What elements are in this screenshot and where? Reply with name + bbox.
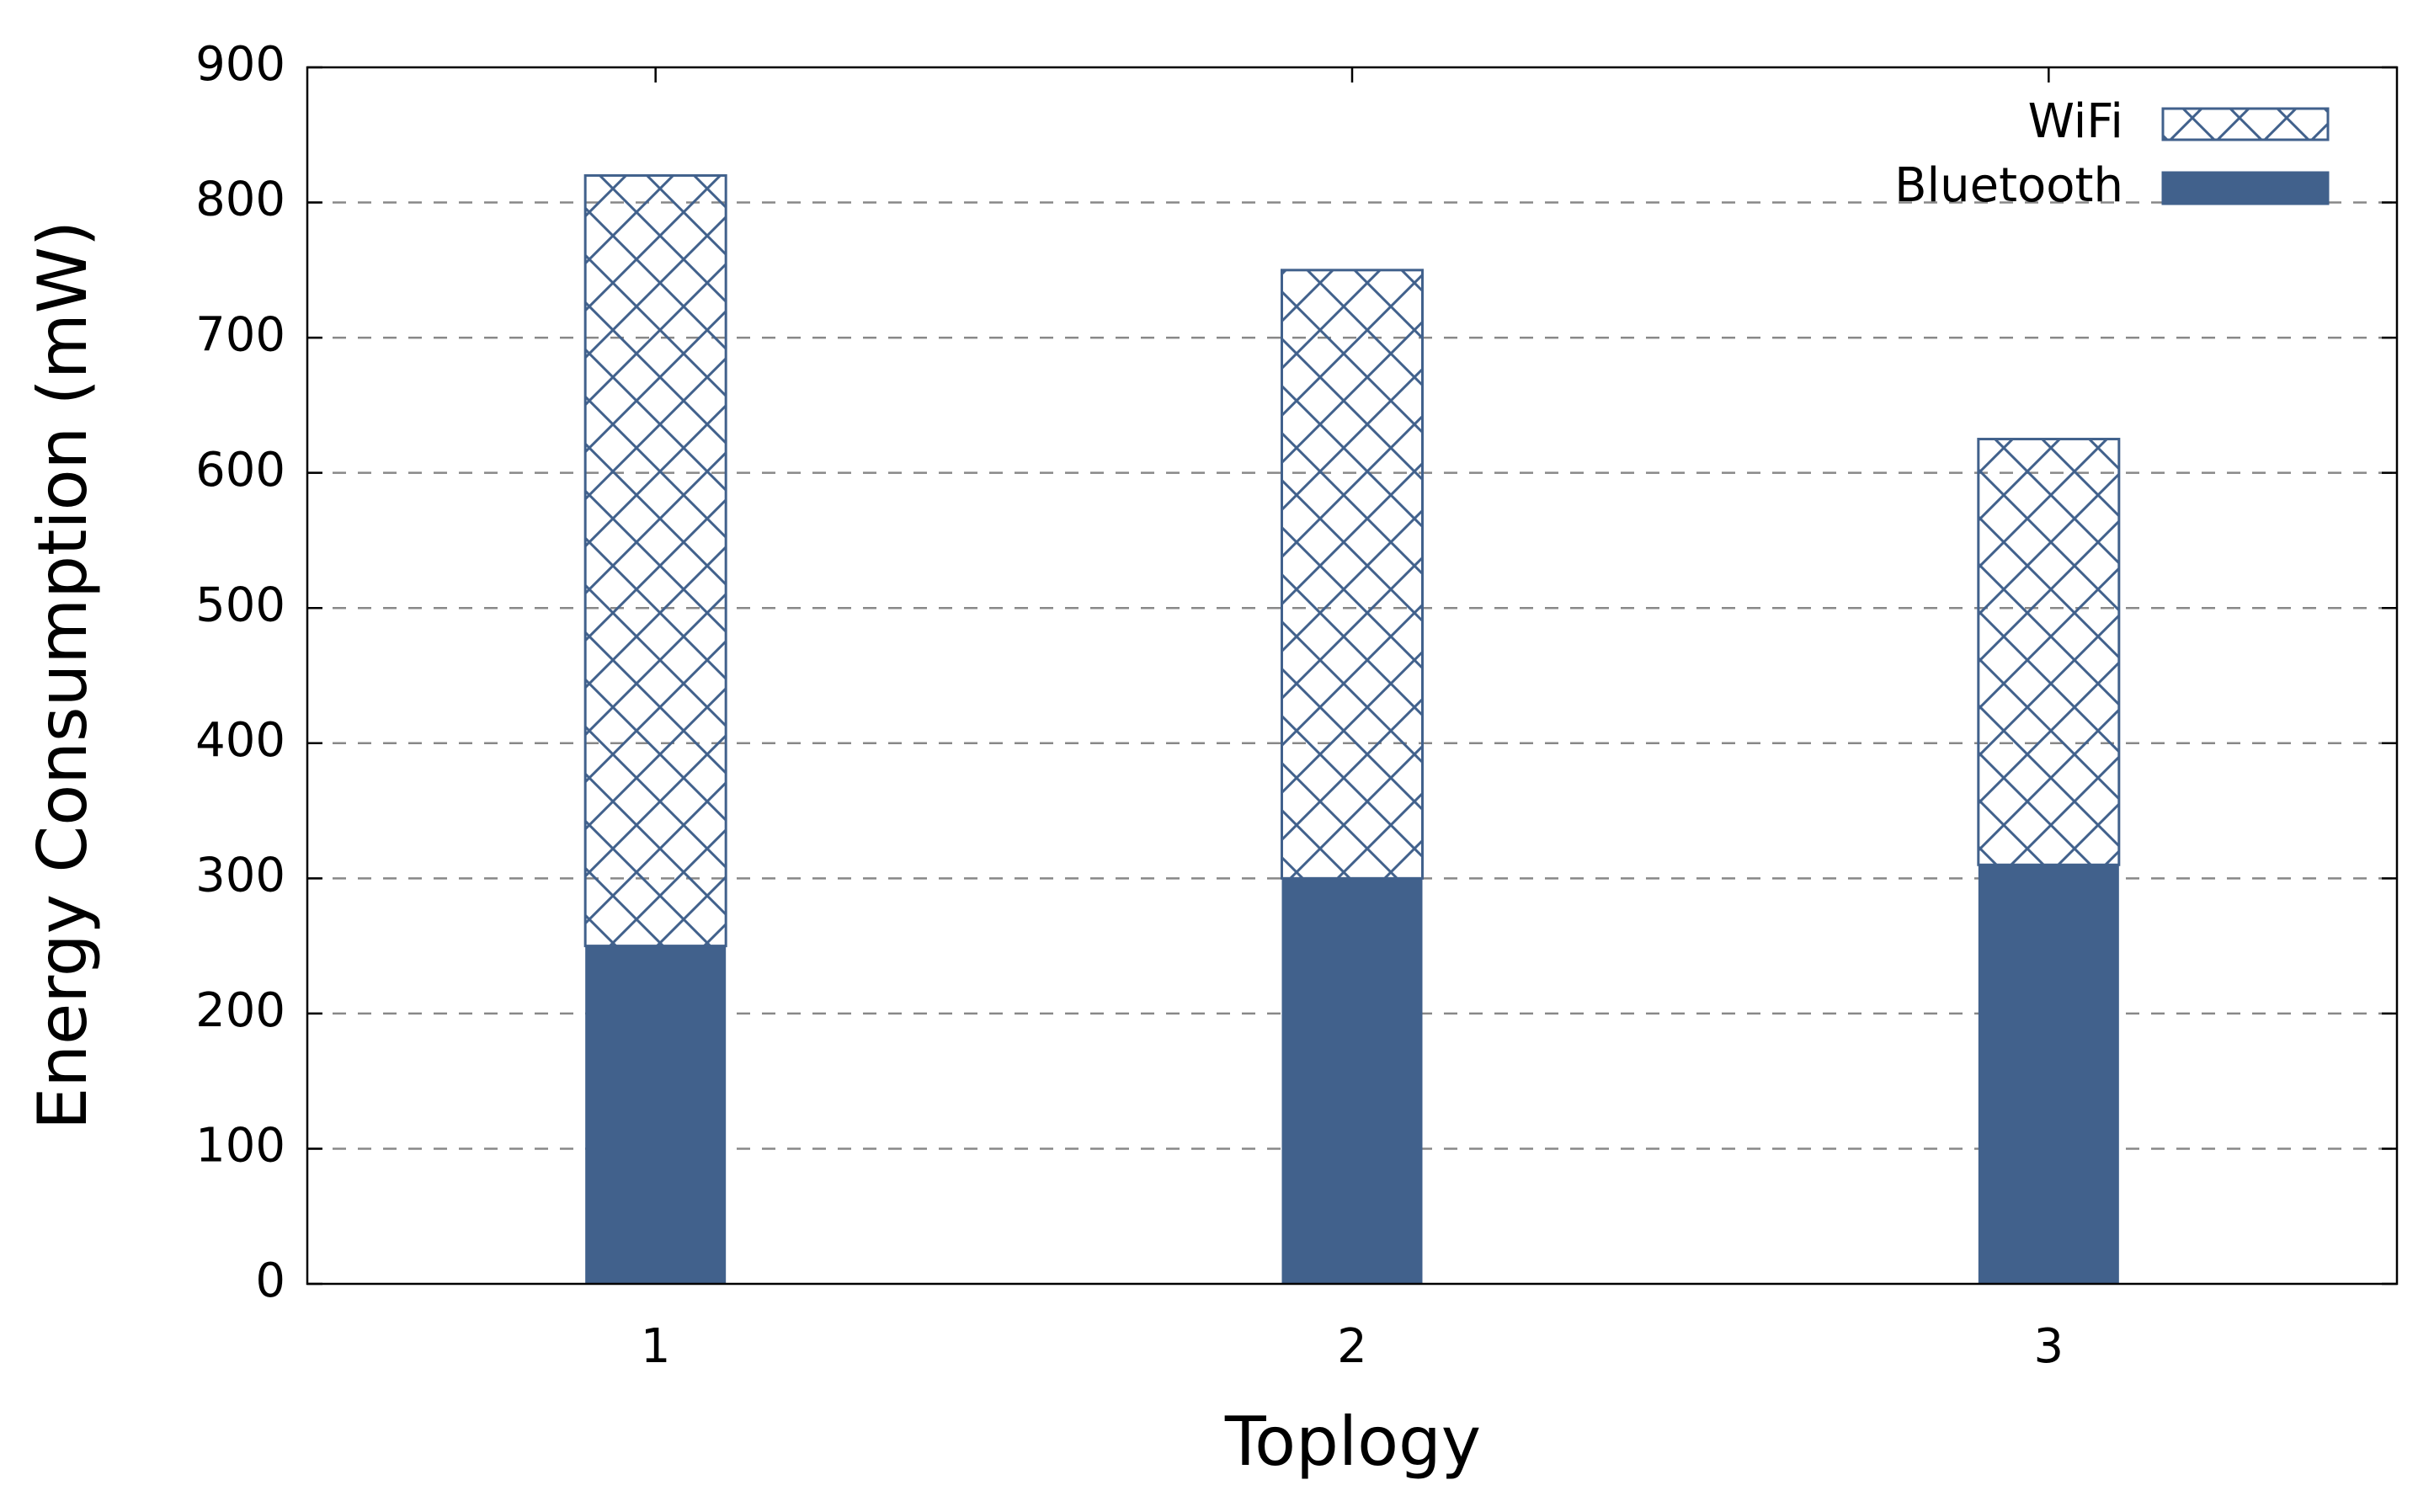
y-tick-label: 800 [195, 173, 285, 227]
bar-segment [1281, 878, 1423, 1284]
y-tick-label: 600 [195, 443, 285, 498]
y-tick-label: 500 [195, 578, 285, 632]
y-tick-label: 0 [255, 1254, 285, 1308]
bar-segment [1978, 865, 2119, 1284]
y-tick-label: 300 [195, 848, 285, 902]
y-tick-label: 200 [195, 983, 285, 1038]
y-tick-label: 100 [195, 1119, 285, 1174]
legend-label: WiFi [2028, 94, 2123, 149]
y-tick-label: 400 [195, 713, 285, 768]
bar-segment [585, 945, 727, 1284]
y-tick-label: 900 [195, 37, 285, 92]
x-axis-title: Toplogy [1224, 1403, 1481, 1481]
y-axis-title: Energy Consumption (mW) [24, 221, 102, 1130]
bar-segment [583, 173, 727, 948]
bar-segment [1281, 269, 1424, 880]
legend-label: Bluetooth [1894, 158, 2123, 213]
x-tick-label: 1 [641, 1319, 671, 1374]
legend-swatch [2161, 107, 2330, 141]
legend-swatch [2161, 171, 2330, 205]
x-tick-label: 3 [2034, 1319, 2064, 1374]
x-tick-label: 2 [1337, 1319, 1367, 1374]
bar-segment [1977, 438, 2121, 866]
plot-frame [306, 66, 2399, 1286]
y-tick-label: 700 [195, 307, 285, 362]
